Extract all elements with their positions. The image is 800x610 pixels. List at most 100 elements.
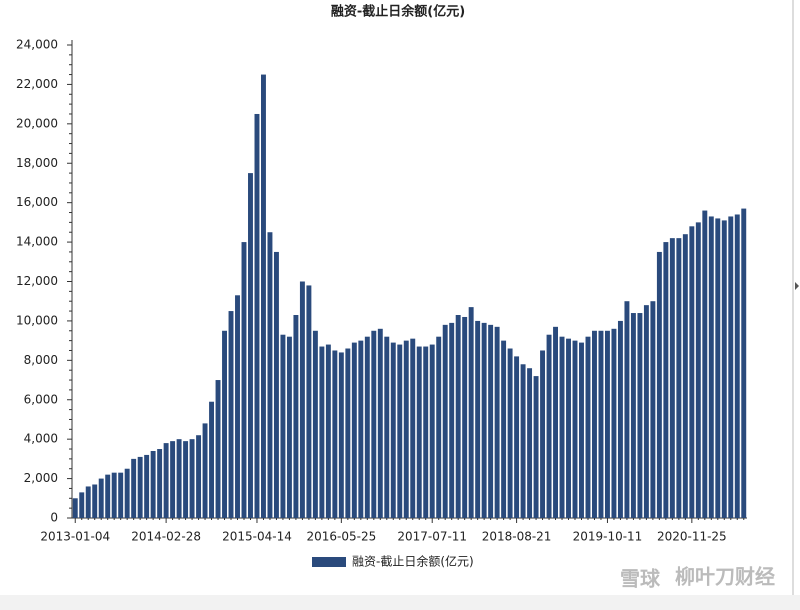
bar [488,324,494,518]
y-tick-label: 16,000 [16,195,58,209]
bar [267,232,273,518]
bar [403,340,409,518]
bar [85,486,91,518]
bar [293,315,299,518]
bar [423,346,429,518]
bar [553,326,558,518]
bar [449,322,455,518]
y-tick-label: 22,000 [16,77,58,91]
x-tick-label: 2014-02-28 [131,530,201,544]
bar [527,368,533,518]
bar [371,330,377,518]
bar [312,330,318,518]
bar [579,342,584,518]
bar [286,336,292,518]
x-tick-label: 2019-10-11 [573,530,643,544]
y-tick-label: 8,000 [24,353,58,367]
bar [494,326,500,518]
bar [235,295,240,518]
bar [377,328,383,518]
bar [728,216,734,518]
bar [585,336,591,518]
legend-swatch [312,557,346,567]
bar [598,330,604,518]
y-tick-label: 12,000 [16,274,58,288]
bar [215,380,221,518]
bar [663,242,669,519]
bar [79,492,85,518]
y-tick-label: 18,000 [16,156,58,170]
bar [345,348,351,518]
bar [299,281,305,518]
bar [416,346,422,518]
bar [332,350,338,518]
bar [702,210,708,519]
bar [559,336,565,518]
bar [572,340,578,518]
bar [695,222,701,518]
bar [273,251,279,518]
bar [455,315,461,518]
bar [111,472,117,518]
bar [442,324,448,518]
bar [325,344,331,518]
y-tick-label: 10,000 [16,313,58,327]
bar [118,472,124,518]
bar [462,316,468,518]
bar [157,449,163,518]
bar [715,218,721,518]
y-tick-label: 20,000 [16,116,58,130]
bar [150,450,156,518]
legend-label: 融资-截止日余额(亿元) [352,554,474,569]
bar [144,454,150,518]
bar [624,301,630,518]
bar [98,478,104,518]
y-tick-label: 4,000 [24,432,58,446]
bar [533,376,539,518]
bar [209,401,215,518]
bar [410,338,416,518]
scroll-arrow [795,282,799,290]
bar [656,251,662,518]
bar [222,330,227,518]
bar [669,238,675,518]
bar [131,458,137,518]
bar [241,242,247,519]
bar [436,336,442,518]
bar [202,423,208,518]
bar [137,456,143,518]
bar [124,468,130,518]
bar [676,238,682,518]
bar [540,350,546,518]
x-tick-label: 2016-05-25 [306,530,376,544]
bar [514,356,520,518]
watermark: 柳叶刀财经 [675,565,775,589]
x-tick-label: 2017-07-11 [397,530,467,544]
bar [254,113,260,519]
bar [468,307,474,518]
bar [105,474,111,518]
bar [689,226,695,519]
y-tick-label: 14,000 [16,235,58,249]
x-tick-label: 2020-11-25 [657,530,727,544]
bar [170,441,176,518]
watermark: 雪球 [620,567,661,591]
bar [604,330,610,518]
bar [592,330,597,518]
bar [358,340,364,518]
bar [741,208,747,518]
bar [163,443,169,518]
bar [501,340,507,518]
x-tick-label: 2018-08-21 [482,530,552,544]
bar [721,220,727,518]
bar [520,364,526,518]
bar [429,344,435,518]
bar [280,334,286,518]
bar [228,311,234,518]
y-tick-label: 2,000 [24,471,58,485]
bar [507,348,513,518]
bar [390,342,396,518]
bar [319,346,325,518]
bar [364,336,370,518]
x-tick-label: 2013-01-04 [40,530,110,544]
